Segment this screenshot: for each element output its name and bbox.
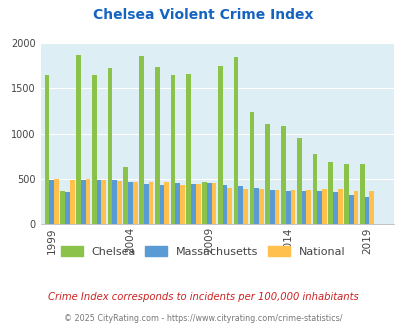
Bar (65, 192, 70, 224)
Bar (117, 181, 121, 224)
Bar (196, 183, 200, 224)
Bar (101, 180, 106, 224)
Bar (207, 183, 211, 224)
Bar (159, 185, 164, 224)
Bar (112, 180, 117, 224)
Bar (274, 190, 279, 224)
Bar (54, 179, 59, 224)
Bar (180, 185, 184, 224)
Bar (359, 164, 364, 224)
Bar (45, 75, 49, 224)
Bar (155, 67, 159, 224)
Bar (60, 191, 65, 224)
Bar (332, 192, 337, 224)
Bar (305, 190, 310, 224)
Bar (164, 182, 169, 224)
Bar (269, 190, 274, 224)
Bar (285, 191, 290, 224)
Bar (92, 75, 96, 224)
Bar (353, 191, 358, 224)
Bar (186, 74, 191, 224)
Legend: Chelsea, Massachusetts, National: Chelsea, Massachusetts, National (57, 243, 348, 260)
Bar (148, 182, 153, 224)
Bar (317, 191, 321, 224)
Bar (49, 180, 54, 224)
Bar (132, 182, 137, 224)
Bar (81, 180, 85, 224)
Bar (243, 189, 247, 224)
Text: Chelsea Violent Crime Index: Chelsea Violent Crime Index (92, 8, 313, 22)
Bar (175, 183, 180, 224)
Bar (222, 185, 227, 224)
Bar (280, 126, 285, 224)
Bar (233, 57, 238, 224)
Bar (348, 195, 353, 224)
Bar (217, 66, 222, 224)
Text: Crime Index corresponds to incidents per 100,000 inhabitants: Crime Index corresponds to incidents per… (47, 292, 358, 302)
Bar (321, 189, 326, 224)
Bar (170, 75, 175, 224)
Bar (290, 190, 294, 224)
Bar (143, 183, 148, 224)
Bar (337, 189, 342, 224)
Bar (107, 68, 112, 224)
Bar (123, 167, 128, 224)
Bar (249, 112, 254, 224)
Bar (364, 197, 369, 224)
Bar (128, 182, 132, 224)
Bar (227, 188, 232, 224)
Bar (264, 124, 269, 224)
Text: © 2025 CityRating.com - https://www.cityrating.com/crime-statistics/: © 2025 CityRating.com - https://www.city… (64, 314, 341, 323)
Bar (70, 180, 75, 224)
Bar (328, 162, 332, 224)
Bar (369, 191, 373, 224)
Bar (296, 138, 301, 224)
Bar (312, 154, 317, 224)
Bar (96, 180, 101, 224)
Bar (211, 183, 216, 224)
Bar (191, 183, 196, 224)
Bar (85, 179, 90, 224)
Bar (301, 191, 305, 224)
Bar (139, 56, 143, 224)
Bar (76, 55, 81, 224)
Bar (343, 164, 348, 224)
Bar (202, 182, 207, 224)
Bar (258, 189, 263, 224)
Bar (254, 188, 258, 224)
Bar (238, 186, 243, 224)
